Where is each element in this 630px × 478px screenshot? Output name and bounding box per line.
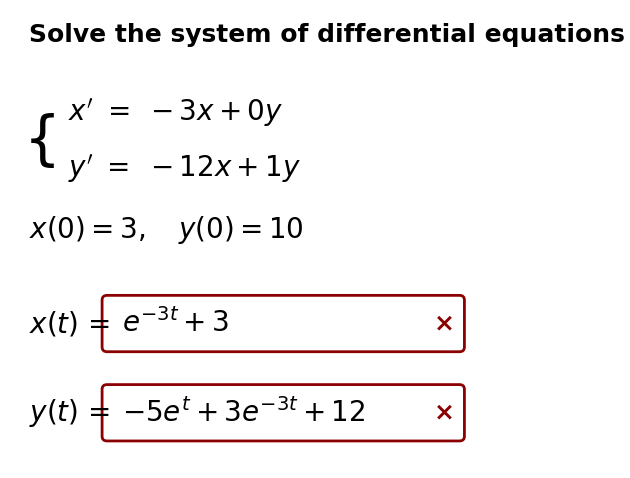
Text: $x(t)$ =: $x(t)$ =	[28, 309, 110, 338]
Text: $e^{-3t} + 3$: $e^{-3t} + 3$	[122, 309, 229, 338]
Text: $x' \ = \ -3x + 0y$: $x' \ = \ -3x + 0y$	[68, 96, 283, 129]
Text: $y(t)$ =: $y(t)$ =	[28, 397, 110, 429]
FancyBboxPatch shape	[102, 385, 464, 441]
FancyBboxPatch shape	[102, 295, 464, 352]
Text: Solve the system of differential equations: Solve the system of differential equatio…	[28, 23, 624, 47]
Text: $-5e^{t} + 3e^{-3t} + 12$: $-5e^{t} + 3e^{-3t} + 12$	[122, 398, 365, 428]
Text: ×: ×	[434, 312, 455, 336]
Text: $x(0) = 3, \quad y(0) = 10$: $x(0) = 3, \quad y(0) = 10$	[28, 214, 304, 246]
Text: $\{$: $\{$	[23, 111, 54, 170]
Text: ×: ×	[434, 401, 455, 425]
Text: $y' \ = \ -12x + 1y$: $y' \ = \ -12x + 1y$	[68, 152, 301, 185]
